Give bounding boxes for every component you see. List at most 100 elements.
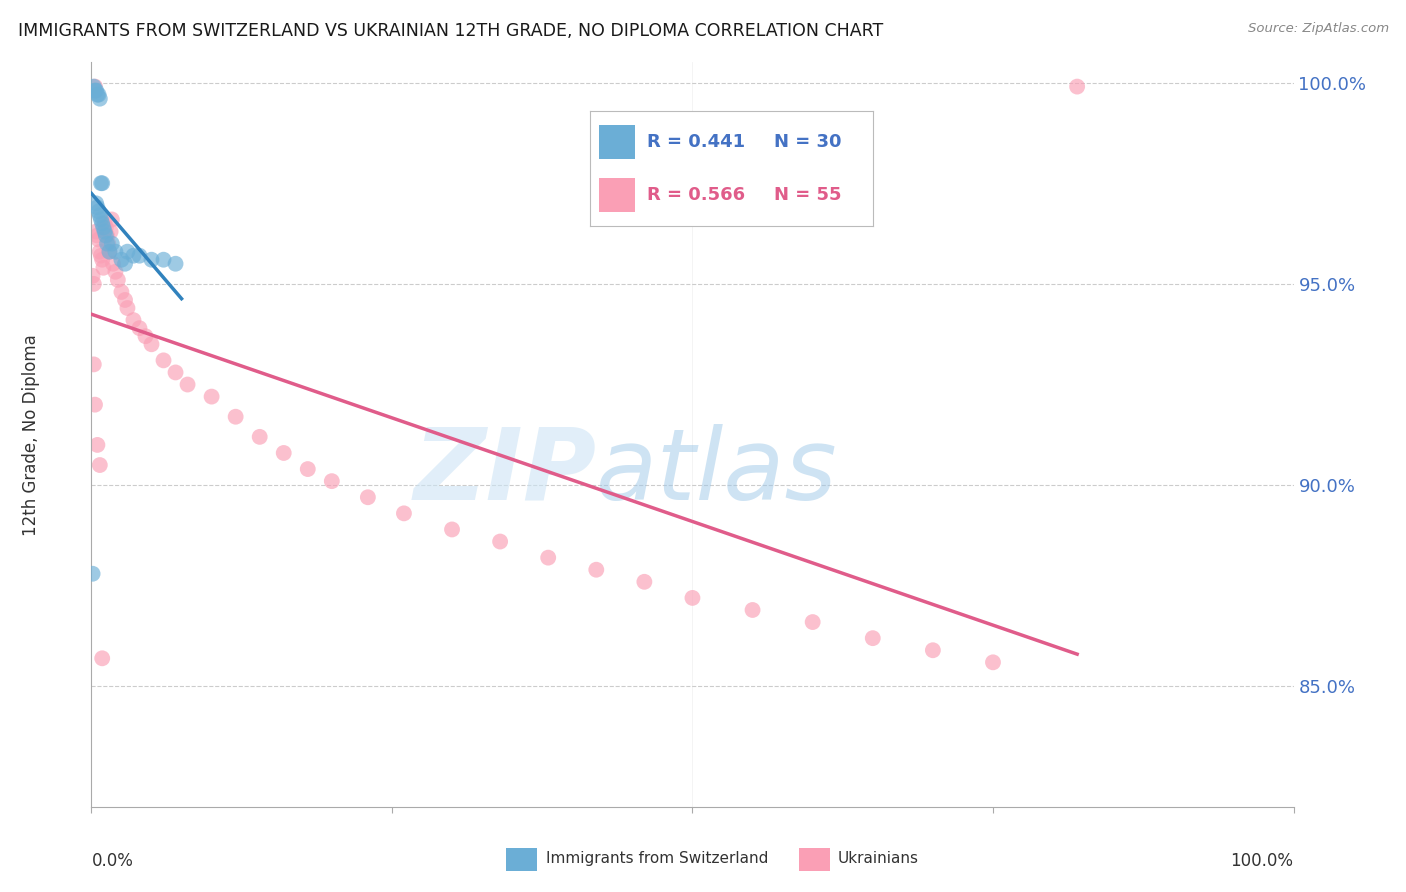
Point	[84, 84, 107, 98]
Point	[122, 249, 145, 263]
Point	[117, 244, 139, 259]
Point	[86, 200, 108, 214]
Text: 100.0%: 100.0%	[1230, 852, 1294, 870]
Point	[297, 462, 319, 476]
Point	[86, 87, 108, 102]
Point	[128, 249, 150, 263]
Point	[104, 265, 127, 279]
Point	[225, 409, 247, 424]
Point	[321, 474, 343, 488]
Point	[801, 615, 824, 629]
Point	[89, 209, 111, 223]
Point	[86, 438, 108, 452]
Text: R = 0.441: R = 0.441	[647, 133, 745, 151]
Point	[101, 236, 124, 251]
Point	[91, 252, 114, 267]
Point	[93, 260, 115, 275]
Point	[84, 398, 107, 412]
Text: Source: ZipAtlas.com: Source: ZipAtlas.com	[1249, 22, 1389, 36]
Text: Immigrants from Switzerland: Immigrants from Switzerland	[546, 852, 768, 866]
Point	[84, 84, 107, 98]
Point	[122, 313, 145, 327]
Point	[93, 217, 115, 231]
Point	[110, 252, 132, 267]
Point	[91, 176, 114, 190]
Point	[97, 236, 120, 251]
Point	[83, 358, 105, 372]
Point	[101, 257, 124, 271]
Point	[249, 430, 271, 444]
Text: 12th Grade, No Diploma: 12th Grade, No Diploma	[22, 334, 41, 536]
Point	[93, 225, 115, 239]
Point	[104, 244, 127, 259]
Point	[489, 534, 512, 549]
Point	[87, 204, 110, 219]
Point	[93, 220, 115, 235]
Point	[273, 446, 295, 460]
Point	[141, 337, 163, 351]
Point	[100, 225, 122, 239]
Point	[152, 353, 174, 368]
Point	[98, 244, 121, 259]
Point	[1066, 79, 1088, 94]
Point	[96, 236, 118, 251]
Point	[201, 390, 224, 404]
Point	[83, 79, 105, 94]
Text: 0.0%: 0.0%	[91, 852, 134, 870]
Point	[87, 87, 110, 102]
Point	[91, 217, 114, 231]
Point	[110, 285, 132, 299]
Point	[89, 244, 111, 259]
Point	[165, 257, 187, 271]
Text: N = 30: N = 30	[773, 133, 841, 151]
Point	[392, 507, 415, 521]
Point	[90, 176, 112, 190]
Point	[440, 523, 463, 537]
Point	[134, 329, 156, 343]
Text: ZIP: ZIP	[413, 424, 596, 521]
Point	[141, 252, 163, 267]
Point	[84, 79, 107, 94]
Point	[633, 574, 655, 589]
Point	[89, 92, 111, 106]
Bar	[599, 125, 636, 160]
Point	[114, 257, 136, 271]
Point	[165, 366, 187, 380]
Point	[537, 550, 560, 565]
Point	[86, 228, 108, 243]
Point	[98, 244, 121, 259]
Point	[114, 293, 136, 307]
Point	[107, 273, 129, 287]
Point	[128, 321, 150, 335]
Point	[84, 196, 107, 211]
Point	[82, 566, 104, 581]
Point	[152, 252, 174, 267]
Text: R = 0.566: R = 0.566	[647, 186, 745, 204]
Point	[82, 268, 104, 283]
Point	[84, 225, 107, 239]
Bar	[599, 178, 636, 212]
Text: atlas: atlas	[596, 424, 838, 521]
Point	[90, 212, 112, 227]
Point	[176, 377, 198, 392]
Point	[741, 603, 763, 617]
Point	[89, 458, 111, 472]
Point	[91, 651, 114, 665]
Point	[681, 591, 703, 605]
Point	[94, 220, 117, 235]
Point	[94, 228, 117, 243]
Point	[96, 228, 118, 243]
Point	[90, 249, 112, 263]
Point	[862, 631, 884, 645]
Point	[357, 490, 380, 504]
Point	[117, 301, 139, 315]
Point	[922, 643, 945, 657]
Point	[87, 233, 110, 247]
Point	[981, 656, 1004, 670]
Text: N = 55: N = 55	[773, 186, 841, 204]
Point	[101, 212, 124, 227]
Text: IMMIGRANTS FROM SWITZERLAND VS UKRAINIAN 12TH GRADE, NO DIPLOMA CORRELATION CHAR: IMMIGRANTS FROM SWITZERLAND VS UKRAINIAN…	[18, 22, 883, 40]
Point	[83, 277, 105, 291]
Text: Ukrainians: Ukrainians	[838, 852, 920, 866]
Point	[585, 563, 607, 577]
